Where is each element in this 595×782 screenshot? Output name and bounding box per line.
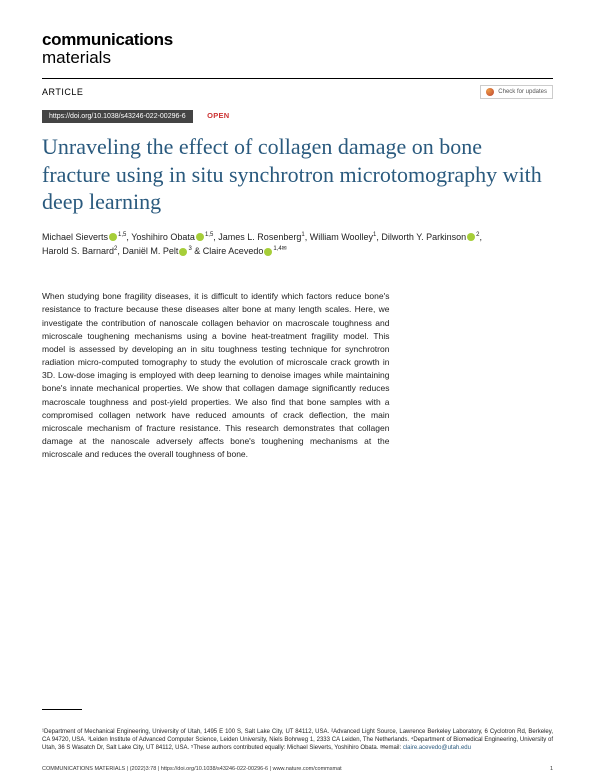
orcid-icon[interactable] — [264, 248, 272, 256]
author: Michael Sieverts1,5 — [42, 232, 126, 242]
affiliations-text: ¹Department of Mechanical Engineering, U… — [42, 729, 553, 751]
article-label: ARTICLE — [42, 87, 83, 97]
author: Dilworth Y. Parkinson2 — [381, 232, 479, 242]
page-footer: COMMUNICATIONS MATERIALS | (2022)3:78 | … — [42, 766, 553, 772]
check-updates-label: Check for updates — [498, 89, 547, 95]
top-rule — [42, 78, 553, 79]
doi-row: https://doi.org/10.1038/s43246-022-00296… — [42, 105, 553, 123]
author: James L. Rosenberg1 — [218, 232, 304, 242]
page-number: 1 — [550, 766, 553, 772]
author: Claire Acevedo1,4✉ — [203, 246, 287, 256]
corresponding-email[interactable]: claire.acevedo@utah.edu — [403, 745, 471, 751]
check-updates-icon — [486, 88, 494, 96]
abstract: When studying bone fragility diseases, i… — [42, 290, 389, 461]
journal-line2: materials — [42, 48, 553, 68]
author: Yoshihiro Obata1,5 — [131, 232, 213, 242]
article-row: ARTICLE Check for updates — [42, 85, 553, 99]
affiliations: ¹Department of Mechanical Engineering, U… — [42, 728, 553, 752]
author-list: Michael Sieverts1,5, Yoshihiro Obata1,5,… — [42, 230, 553, 259]
journal-name: communications materials — [42, 30, 553, 68]
journal-line1: communications — [42, 30, 553, 50]
article-title: Unraveling the effect of collagen damage… — [42, 133, 553, 216]
author: Daniël M. Pelt3 — [122, 246, 191, 256]
orcid-icon[interactable] — [467, 233, 475, 241]
check-updates-button[interactable]: Check for updates — [480, 85, 553, 99]
orcid-icon[interactable] — [196, 233, 204, 241]
orcid-icon[interactable] — [109, 233, 117, 241]
doi-link[interactable]: https://doi.org/10.1038/s43246-022-00296… — [42, 110, 193, 123]
author: Harold S. Barnard2 — [42, 246, 117, 256]
orcid-icon[interactable] — [179, 248, 187, 256]
footer-citation: COMMUNICATIONS MATERIALS | (2022)3:78 | … — [42, 766, 342, 772]
affiliation-rule — [42, 709, 82, 710]
open-access-label: OPEN — [207, 111, 229, 120]
author: William Woolley1 — [310, 232, 377, 242]
